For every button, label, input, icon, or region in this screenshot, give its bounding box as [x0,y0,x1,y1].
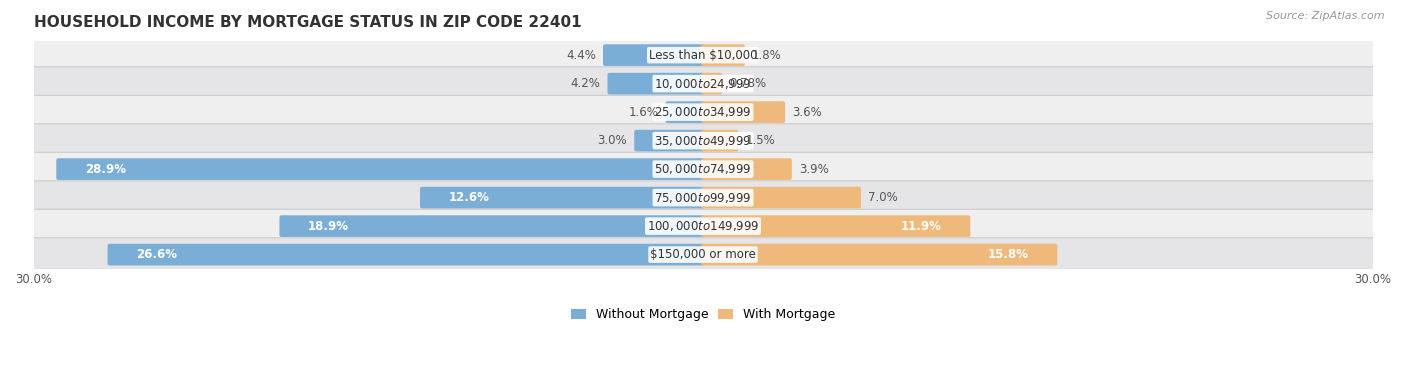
FancyBboxPatch shape [30,124,1376,157]
Text: 18.9%: 18.9% [308,220,349,232]
FancyBboxPatch shape [30,238,1376,271]
Text: 3.6%: 3.6% [792,105,823,119]
Text: $50,000 to $74,999: $50,000 to $74,999 [654,162,752,176]
Text: 28.9%: 28.9% [84,163,125,176]
FancyBboxPatch shape [108,244,704,265]
Text: 1.8%: 1.8% [752,49,782,62]
FancyBboxPatch shape [702,215,970,237]
Text: 4.2%: 4.2% [571,77,600,90]
FancyBboxPatch shape [702,244,1057,265]
Legend: Without Mortgage, With Mortgage: Without Mortgage, With Mortgage [565,304,841,327]
Text: Source: ZipAtlas.com: Source: ZipAtlas.com [1267,11,1385,21]
Text: 15.8%: 15.8% [988,248,1029,261]
Text: 26.6%: 26.6% [136,248,177,261]
Text: $75,000 to $99,999: $75,000 to $99,999 [654,191,752,204]
FancyBboxPatch shape [702,101,785,123]
Text: 7.0%: 7.0% [868,191,898,204]
FancyBboxPatch shape [702,44,745,66]
FancyBboxPatch shape [702,130,738,152]
FancyBboxPatch shape [702,73,723,94]
FancyBboxPatch shape [420,187,704,208]
Text: 11.9%: 11.9% [901,220,942,232]
Text: 3.9%: 3.9% [799,163,828,176]
FancyBboxPatch shape [634,130,704,152]
FancyBboxPatch shape [603,44,704,66]
Text: 4.4%: 4.4% [567,49,596,62]
Text: 0.78%: 0.78% [730,77,766,90]
Text: $150,000 or more: $150,000 or more [650,248,756,261]
Text: 3.0%: 3.0% [598,134,627,147]
Text: Less than $10,000: Less than $10,000 [648,49,758,62]
FancyBboxPatch shape [665,101,704,123]
Text: 1.6%: 1.6% [628,105,658,119]
Text: $100,000 to $149,999: $100,000 to $149,999 [647,219,759,233]
FancyBboxPatch shape [30,181,1376,214]
Text: 12.6%: 12.6% [449,191,489,204]
FancyBboxPatch shape [30,152,1376,186]
FancyBboxPatch shape [30,38,1376,72]
FancyBboxPatch shape [280,215,704,237]
FancyBboxPatch shape [30,95,1376,129]
Text: 1.5%: 1.5% [745,134,775,147]
Text: HOUSEHOLD INCOME BY MORTGAGE STATUS IN ZIP CODE 22401: HOUSEHOLD INCOME BY MORTGAGE STATUS IN Z… [34,15,581,30]
FancyBboxPatch shape [607,73,704,94]
Text: $35,000 to $49,999: $35,000 to $49,999 [654,134,752,148]
FancyBboxPatch shape [702,158,792,180]
FancyBboxPatch shape [30,67,1376,101]
Text: $10,000 to $24,999: $10,000 to $24,999 [654,77,752,91]
FancyBboxPatch shape [56,158,704,180]
Text: $25,000 to $34,999: $25,000 to $34,999 [654,105,752,119]
FancyBboxPatch shape [702,187,860,208]
FancyBboxPatch shape [30,209,1376,243]
